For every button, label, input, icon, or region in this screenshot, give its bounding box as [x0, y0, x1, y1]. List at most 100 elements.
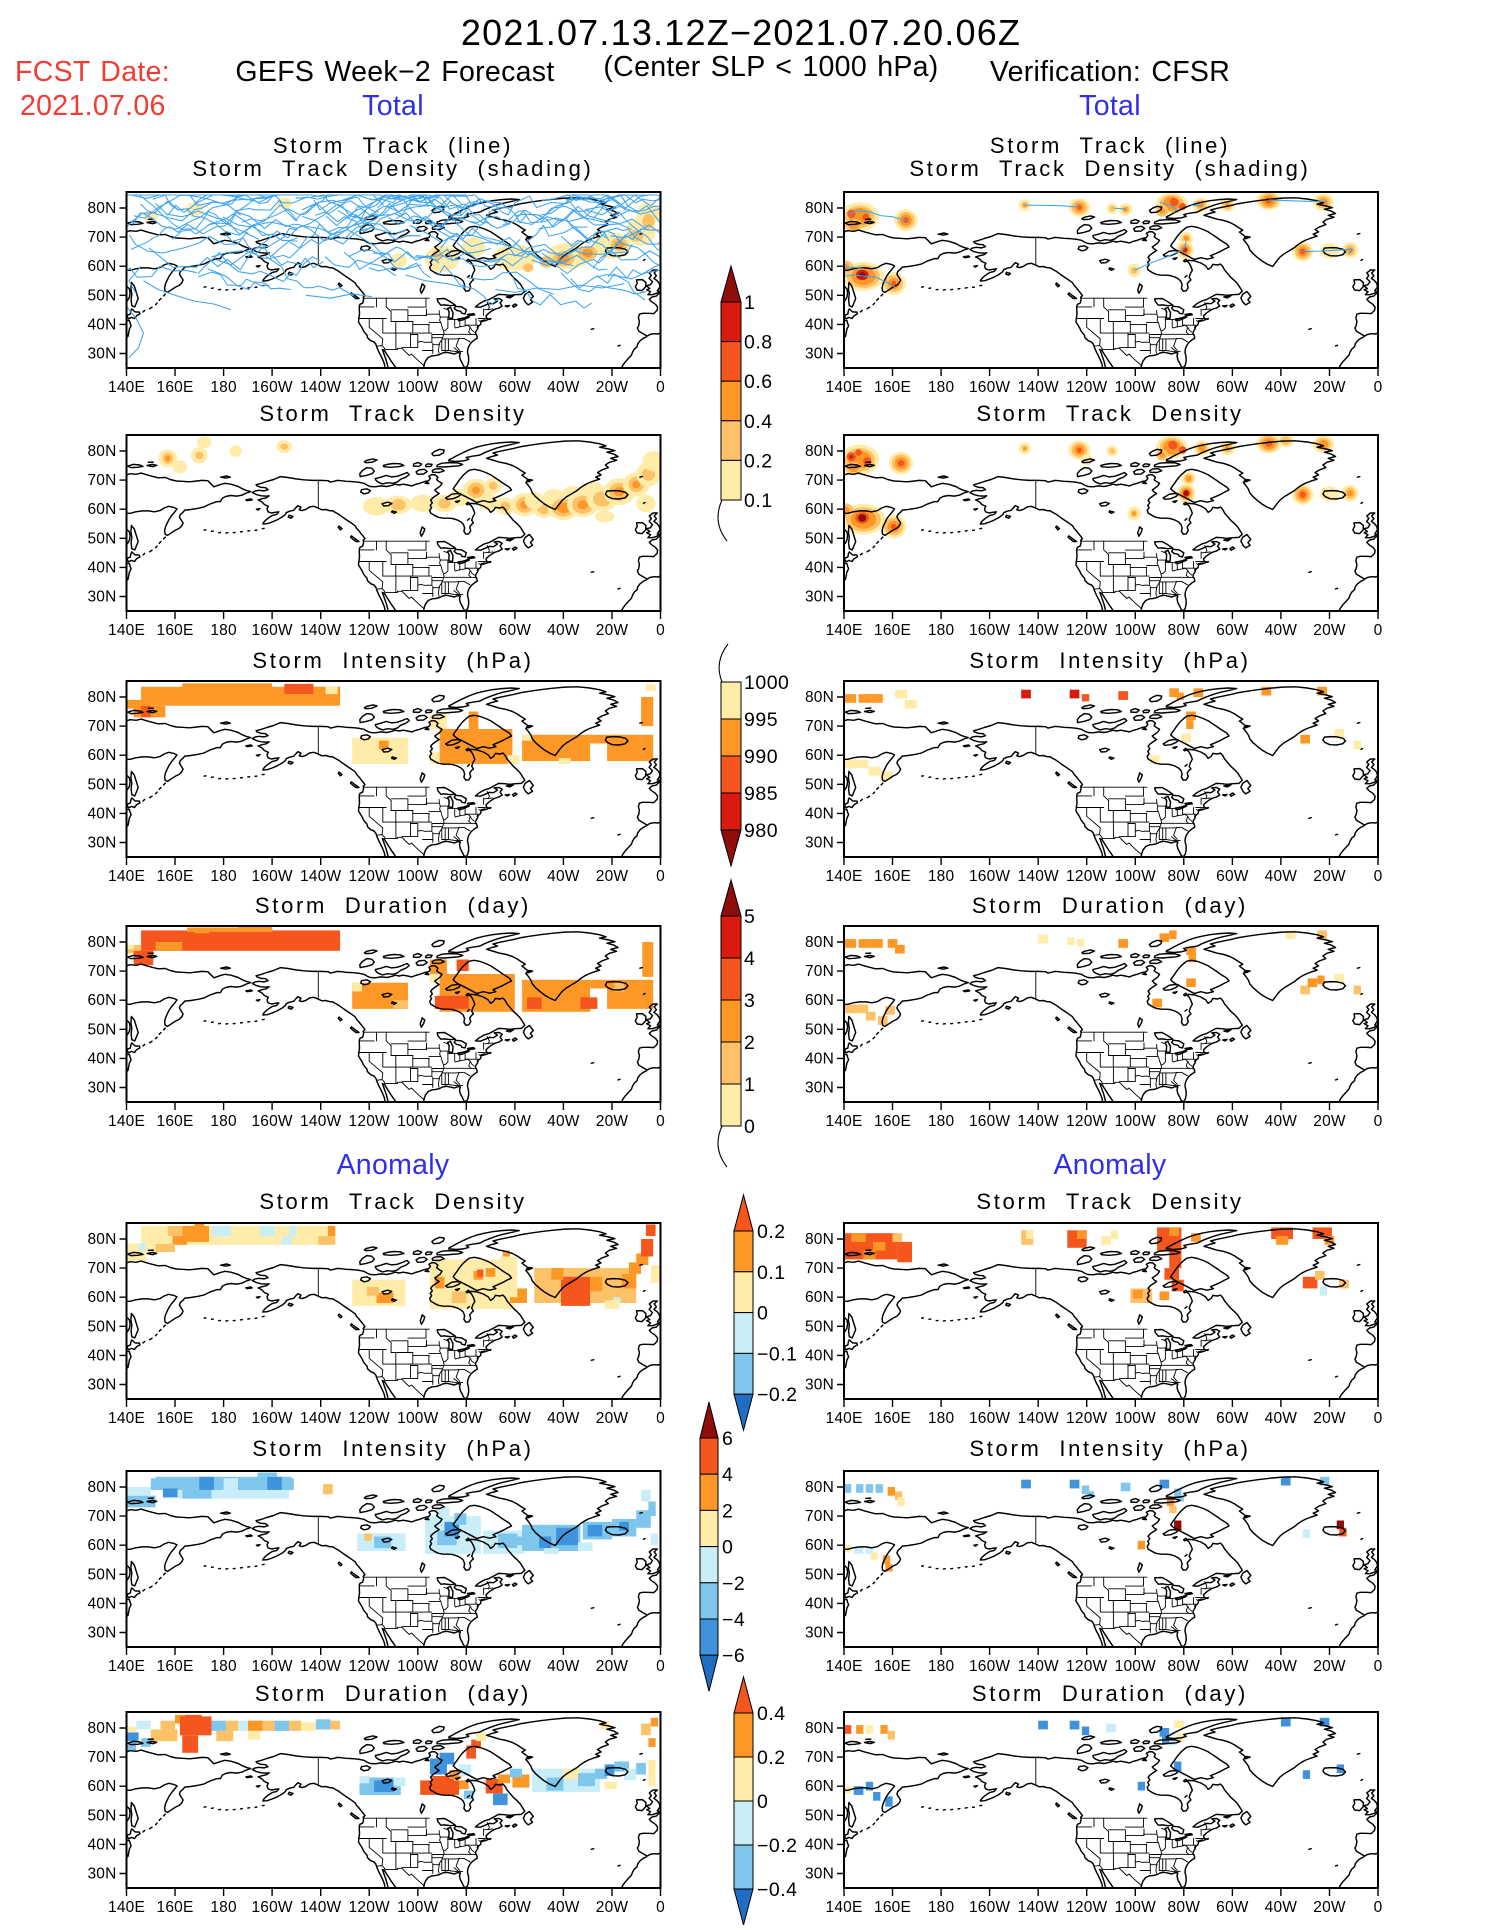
- svg-text:100W: 100W: [397, 1658, 438, 1675]
- svg-text:70N: 70N: [805, 718, 834, 735]
- svg-text:0.2: 0.2: [757, 1221, 786, 1243]
- svg-text:180: 180: [928, 379, 955, 396]
- svg-text:40W: 40W: [547, 1899, 580, 1916]
- svg-text:50N: 50N: [87, 776, 116, 793]
- svg-text:160W: 160W: [969, 1658, 1010, 1675]
- svg-text:80N: 80N: [87, 200, 116, 217]
- svg-text:120W: 120W: [349, 1410, 390, 1427]
- svg-text:Storm Track (line): Storm Track (line): [273, 133, 513, 158]
- svg-text:160E: 160E: [157, 1410, 194, 1427]
- svg-text:1: 1: [744, 292, 755, 314]
- svg-text:50N: 50N: [87, 1318, 116, 1335]
- svg-text:40W: 40W: [1265, 622, 1298, 639]
- svg-text:140W: 140W: [300, 868, 341, 885]
- svg-text:60N: 60N: [805, 992, 834, 1009]
- svg-text:120W: 120W: [1066, 1410, 1107, 1427]
- svg-text:60N: 60N: [87, 501, 116, 518]
- svg-text:120W: 120W: [1066, 379, 1107, 396]
- svg-text:80W: 80W: [450, 1410, 483, 1427]
- svg-text:140W: 140W: [1018, 1658, 1059, 1675]
- svg-text:160E: 160E: [874, 1899, 911, 1916]
- svg-text:0.1: 0.1: [744, 490, 773, 512]
- svg-text:60W: 60W: [1216, 622, 1249, 639]
- svg-text:30N: 30N: [87, 346, 116, 363]
- svg-text:60N: 60N: [805, 1537, 834, 1554]
- svg-text:140E: 140E: [826, 868, 863, 885]
- svg-text:140W: 140W: [300, 1658, 341, 1675]
- svg-text:140W: 140W: [300, 379, 341, 396]
- svg-text:20W: 20W: [596, 622, 629, 639]
- svg-text:140W: 140W: [1018, 1410, 1059, 1427]
- svg-text:100W: 100W: [1115, 622, 1156, 639]
- svg-text:160W: 160W: [969, 1410, 1010, 1427]
- svg-text:140W: 140W: [1018, 379, 1059, 396]
- svg-text:0: 0: [757, 1791, 768, 1813]
- svg-text:140E: 140E: [826, 1899, 863, 1916]
- svg-text:20W: 20W: [1313, 1410, 1346, 1427]
- svg-text:20W: 20W: [1313, 1899, 1346, 1916]
- svg-text:160E: 160E: [874, 868, 911, 885]
- svg-text:80N: 80N: [805, 1479, 834, 1496]
- svg-text:0: 0: [1374, 622, 1383, 639]
- svg-text:80N: 80N: [87, 934, 116, 951]
- svg-text:60W: 60W: [1216, 379, 1249, 396]
- svg-text:0.1: 0.1: [757, 1262, 786, 1284]
- svg-text:70N: 70N: [805, 963, 834, 980]
- svg-text:0.4: 0.4: [744, 411, 773, 433]
- svg-text:0.2: 0.2: [757, 1747, 786, 1769]
- svg-text:30N: 30N: [87, 835, 116, 852]
- svg-text:120W: 120W: [349, 1899, 390, 1916]
- svg-text:Storm Track (line): Storm Track (line): [990, 133, 1230, 158]
- svg-text:160W: 160W: [969, 1113, 1010, 1130]
- svg-text:30N: 30N: [805, 346, 834, 363]
- svg-text:30N: 30N: [87, 1866, 116, 1883]
- svg-text:70N: 70N: [87, 1749, 116, 1766]
- svg-text:80W: 80W: [450, 1658, 483, 1675]
- svg-text:−0.2: −0.2: [757, 1384, 798, 1406]
- svg-text:0: 0: [1374, 1658, 1383, 1675]
- svg-text:80N: 80N: [87, 443, 116, 460]
- svg-text:140E: 140E: [108, 1113, 145, 1130]
- svg-text:70N: 70N: [87, 1508, 116, 1525]
- svg-text:140E: 140E: [826, 622, 863, 639]
- svg-text:Storm Track Density (shading): Storm Track Density (shading): [909, 156, 1310, 181]
- svg-text:140W: 140W: [1018, 1113, 1059, 1130]
- svg-text:140E: 140E: [108, 868, 145, 885]
- svg-text:80W: 80W: [1168, 1410, 1201, 1427]
- svg-text:40W: 40W: [1265, 379, 1298, 396]
- svg-text:80W: 80W: [1168, 379, 1201, 396]
- svg-text:−0.4: −0.4: [757, 1879, 798, 1901]
- svg-text:60W: 60W: [499, 379, 532, 396]
- svg-text:100W: 100W: [1115, 868, 1156, 885]
- svg-text:40W: 40W: [1265, 1113, 1298, 1130]
- svg-text:80N: 80N: [87, 1720, 116, 1737]
- svg-text:40N: 40N: [805, 316, 834, 333]
- svg-text:40W: 40W: [547, 379, 580, 396]
- svg-text:160W: 160W: [251, 1658, 292, 1675]
- svg-text:140E: 140E: [826, 1113, 863, 1130]
- svg-text:160E: 160E: [157, 1658, 194, 1675]
- svg-text:140E: 140E: [826, 1410, 863, 1427]
- svg-text:20W: 20W: [1313, 1113, 1346, 1130]
- svg-text:80N: 80N: [805, 1231, 834, 1248]
- svg-text:60N: 60N: [805, 1289, 834, 1306]
- svg-text:4: 4: [744, 948, 755, 970]
- svg-text:30N: 30N: [805, 1866, 834, 1883]
- svg-text:60W: 60W: [1216, 1113, 1249, 1130]
- svg-text:30N: 30N: [87, 1377, 116, 1394]
- svg-text:30N: 30N: [805, 1080, 834, 1097]
- svg-text:40W: 40W: [547, 1410, 580, 1427]
- svg-text:160E: 160E: [874, 1410, 911, 1427]
- svg-text:20W: 20W: [596, 1113, 629, 1130]
- svg-text:160E: 160E: [157, 1113, 194, 1130]
- svg-text:60W: 60W: [1216, 1410, 1249, 1427]
- svg-text:120W: 120W: [1066, 1113, 1107, 1130]
- svg-text:0.6: 0.6: [744, 371, 773, 393]
- svg-text:Storm Duration (day): Storm Duration (day): [972, 1681, 1248, 1706]
- svg-text:40N: 40N: [805, 1347, 834, 1364]
- svg-text:80W: 80W: [450, 1113, 483, 1130]
- svg-text:140W: 140W: [300, 1410, 341, 1427]
- svg-text:1: 1: [744, 1074, 755, 1096]
- svg-text:120W: 120W: [1066, 868, 1107, 885]
- svg-text:30N: 30N: [87, 589, 116, 606]
